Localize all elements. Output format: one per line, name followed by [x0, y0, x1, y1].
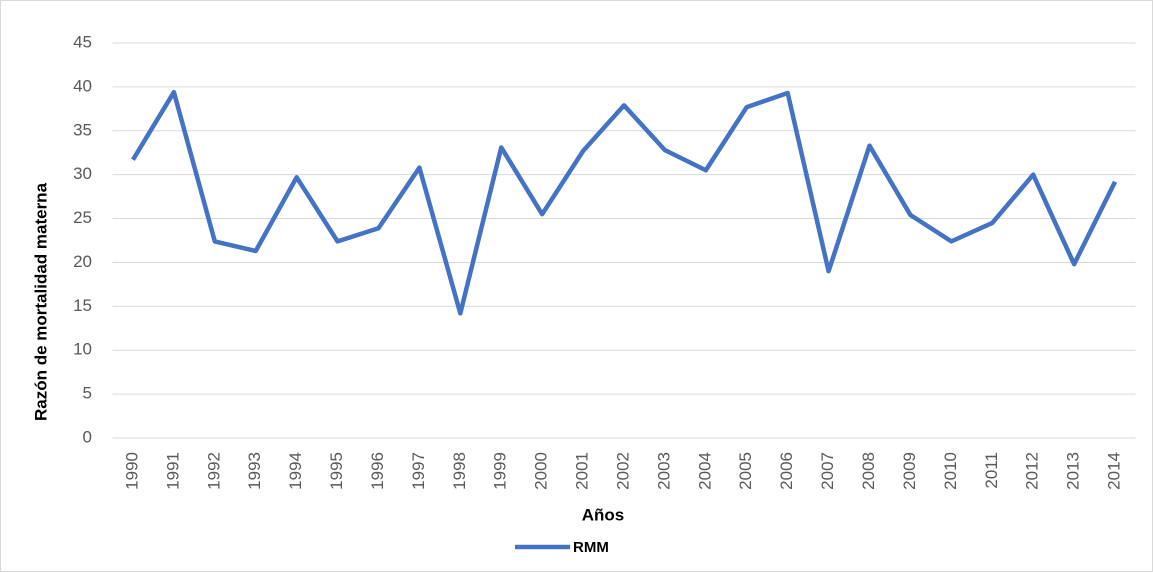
x-tick-label: 2007 — [818, 452, 837, 490]
x-tick-label: 1997 — [409, 452, 428, 490]
y-tick-label: 25 — [73, 208, 92, 227]
x-tick-label: 1999 — [491, 452, 510, 490]
x-tick-label: 1992 — [204, 452, 223, 490]
x-tick-label: 2014 — [1105, 452, 1124, 490]
x-tick-label: 2000 — [532, 452, 551, 490]
x-tick-label: 1994 — [286, 452, 305, 490]
y-tick-label: 45 — [73, 32, 92, 51]
x-tick-label: 2003 — [654, 452, 673, 490]
y-tick-label: 5 — [83, 384, 92, 403]
y-axis-label: Razón de mortalidad materna — [31, 182, 50, 421]
y-tick-label: 20 — [73, 252, 92, 271]
y-tick-label: 40 — [73, 76, 92, 95]
x-tick-label: 2012 — [1023, 452, 1042, 490]
line-series — [131, 89, 1118, 316]
x-tick-label: 2002 — [613, 452, 632, 490]
x-tick-label: 1991 — [163, 452, 182, 490]
x-tick-label: 1990 — [122, 452, 141, 490]
x-tick-label: 1996 — [368, 452, 387, 490]
y-tick-label: 30 — [73, 164, 92, 183]
x-tick-label: 2004 — [695, 452, 714, 490]
x-tick-label: 2011 — [982, 452, 1001, 489]
x-tick-label: 2001 — [573, 452, 592, 490]
x-tick-label: 2005 — [736, 452, 755, 490]
x-tick-label: 2013 — [1064, 452, 1083, 490]
y-tick-label: 35 — [73, 120, 92, 139]
y-tick-label: 0 — [83, 427, 92, 446]
x-tick-label: 1998 — [450, 452, 469, 490]
x-tick-label: 2008 — [859, 452, 878, 490]
x-tick-label: 2006 — [777, 452, 796, 490]
x-tick-label: 2010 — [941, 452, 960, 490]
y-tick-label: 15 — [73, 296, 92, 315]
x-tick-label: 1993 — [245, 452, 264, 490]
x-axis-label: Años — [582, 505, 625, 524]
x-tick-label: 1995 — [327, 452, 346, 490]
legend-label: RMM — [573, 539, 609, 556]
y-tick-label: 10 — [73, 340, 92, 359]
x-tick-label: 2009 — [900, 452, 919, 490]
